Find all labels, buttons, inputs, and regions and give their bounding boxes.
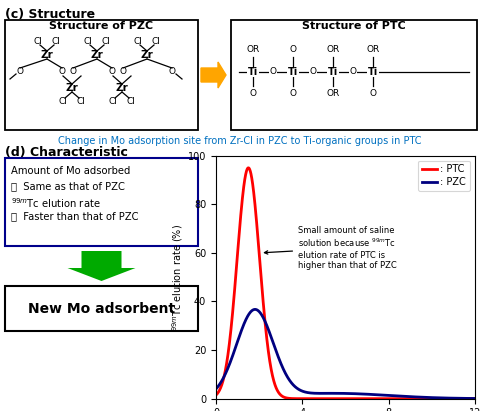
Text: Cl: Cl	[59, 97, 67, 106]
Text: Ti: Ti	[368, 67, 378, 77]
Legend: : PTC, : PZC: : PTC, : PZC	[418, 161, 470, 191]
Bar	[5, 286, 198, 331]
Text: O: O	[289, 46, 297, 55]
Text: O: O	[120, 67, 127, 76]
Y-axis label: $^{99m}$Tc elution rate (%): $^{99m}$Tc elution rate (%)	[170, 224, 185, 331]
Text: Zr: Zr	[141, 50, 154, 60]
Text: O: O	[16, 67, 24, 76]
Text: O: O	[70, 67, 76, 76]
Text: Ti: Ti	[248, 67, 258, 77]
Text: Cl: Cl	[51, 37, 60, 46]
Text: Structure of PTC: Structure of PTC	[302, 21, 406, 31]
Text: (d) Characteristic: (d) Characteristic	[5, 146, 128, 159]
Bar	[5, 158, 198, 246]
Polygon shape	[201, 62, 226, 88]
Text: Zr: Zr	[91, 50, 103, 60]
Text: Amount of Mo adsorbed: Amount of Mo adsorbed	[11, 166, 131, 176]
Text: Cl: Cl	[102, 37, 110, 46]
Text: O: O	[269, 67, 276, 76]
Text: (c) Structure: (c) Structure	[5, 8, 95, 21]
Text: Change in Mo adsorption site from Zr-Cl in PZC to Ti-organic groups in PTC: Change in Mo adsorption site from Zr-Cl …	[58, 136, 422, 146]
Text: OR: OR	[246, 46, 260, 55]
Text: Ti: Ti	[288, 67, 298, 77]
Text: Cl: Cl	[152, 37, 160, 46]
Text: Cl: Cl	[133, 37, 143, 46]
Text: $^{99m}$Tc elution rate: $^{99m}$Tc elution rate	[11, 196, 101, 210]
Text: ：  Faster than that of PZC: ： Faster than that of PZC	[11, 211, 139, 221]
Text: O: O	[59, 67, 65, 76]
Text: O: O	[108, 67, 116, 76]
Text: Cl: Cl	[127, 97, 135, 106]
Text: O: O	[349, 67, 357, 76]
Polygon shape	[68, 251, 135, 281]
Text: O: O	[250, 88, 256, 97]
Text: OR: OR	[366, 46, 380, 55]
Text: Small amount of saline
solution because $^{99m}$Tc
elution rate of PTC is
higher: Small amount of saline solution because …	[264, 226, 397, 270]
Bar	[5, 20, 198, 130]
Text: Ti: Ti	[328, 67, 338, 77]
Text: Zr: Zr	[66, 83, 78, 93]
Text: Zr: Zr	[116, 83, 128, 93]
Text: O: O	[370, 88, 376, 97]
Text: Structure of PZC: Structure of PZC	[49, 21, 154, 31]
Text: ：  Same as that of PZC: ： Same as that of PZC	[11, 181, 125, 191]
Text: OR: OR	[326, 88, 340, 97]
Bar	[231, 20, 477, 130]
Text: O: O	[168, 67, 176, 76]
Text: O: O	[310, 67, 316, 76]
Text: Cl: Cl	[77, 97, 85, 106]
Text: Cl: Cl	[108, 97, 118, 106]
Text: OR: OR	[326, 46, 340, 55]
Text: Cl: Cl	[84, 37, 93, 46]
Text: Zr: Zr	[41, 50, 53, 60]
Text: O: O	[289, 88, 297, 97]
Text: Cl: Cl	[34, 37, 42, 46]
Text: New Mo adsorbent: New Mo adsorbent	[28, 302, 175, 316]
